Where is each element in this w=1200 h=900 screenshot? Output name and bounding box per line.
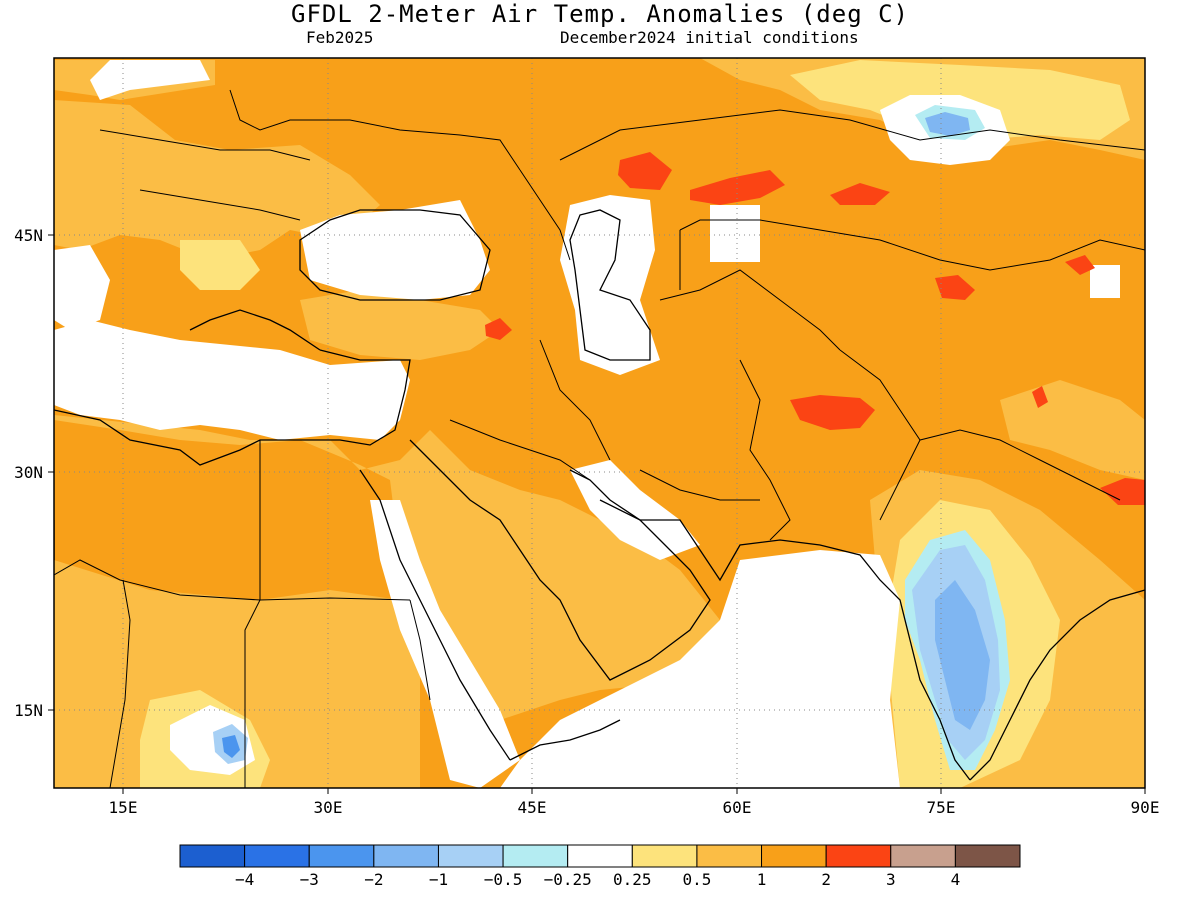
colorbar-swatch: [179, 844, 246, 868]
anomaly-region-siberia-cool: [925, 112, 970, 136]
colorbar-swatch: [631, 844, 698, 868]
colorbar-label: −3: [300, 870, 319, 889]
anomaly-hotspot-kazakhstan-east: [830, 183, 890, 205]
colorbar-swatch: [761, 844, 827, 868]
colorbar-label: 3: [886, 870, 896, 889]
colorbar-label: 4: [951, 870, 961, 889]
anomaly-region-turkey: [300, 290, 500, 360]
colorbar-swatch: [502, 844, 569, 868]
anomaly-fill-layer: [54, 58, 1145, 788]
colorbar-label: −0.5: [484, 870, 523, 889]
map-frame: [53, 57, 1146, 789]
colorbar-swatch: [890, 844, 956, 868]
lon-tick-15e: 15E: [109, 798, 138, 817]
anomaly-hotspot-kazakhstan-central: [690, 170, 785, 205]
anomaly-region-mediterranean-neutral: [54, 320, 410, 440]
anomaly-region-black-sea-neutral: [300, 200, 490, 300]
anomaly-region-red-sea-neutral: [370, 500, 520, 788]
colorbar-label: −1: [429, 870, 448, 889]
colorbar-label: −2: [364, 870, 383, 889]
anomaly-hotspot-afghanistan: [790, 395, 875, 430]
colorbar-swatch: [567, 844, 633, 868]
colorbar-label: 0.25: [613, 870, 652, 889]
lon-tick-75e: 75E: [927, 798, 956, 817]
colorbar-swatch: [825, 844, 892, 868]
colorbar-swatch: [308, 844, 375, 868]
anomaly-region-gulf-neutral: [570, 460, 700, 560]
colorbar-label: 0.5: [682, 870, 711, 889]
colorbar-label: 1: [757, 870, 767, 889]
colorbar-label: 2: [821, 870, 831, 889]
anomaly-region-arabian-sea-neutral: [500, 550, 900, 788]
lon-tick-30e: 30E: [314, 798, 343, 817]
colorbar-swatch: [244, 844, 310, 868]
lat-lon-grid: [54, 58, 1145, 788]
anomaly-hotspot-tibet-east: [1100, 478, 1145, 505]
anomaly-region-north-neutral: [90, 60, 210, 100]
anomaly-region-balkans-pale: [180, 240, 260, 290]
anomaly-region-india-cool-strong: [935, 580, 990, 730]
anomaly-hotspot-turkey: [485, 318, 512, 340]
map-title: GFDL 2-Meter Air Temp. Anomalies (deg C): [291, 0, 909, 28]
coastlines: [54, 209, 1145, 781]
lat-tick-30n: 30N: [14, 463, 43, 482]
colorbar-swatch: [954, 844, 1021, 868]
colorbar-swatch: [373, 844, 439, 868]
country-borders: [54, 89, 1145, 788]
valid-month-label: Feb2025: [306, 28, 374, 47]
anomaly-hotspot-kyrgyzstan: [935, 275, 975, 300]
anomaly-region-caspian-neutral: [560, 195, 660, 375]
anomaly-region-africa-cool: [222, 735, 240, 758]
lat-tick-15n: 15N: [14, 701, 43, 720]
anomaly-region-balkans-neutral: [54, 245, 110, 330]
anomaly-region-tibet: [1000, 380, 1145, 480]
lon-tick-45e: 45E: [518, 798, 547, 817]
anomaly-hotspot-tibet-west: [1032, 386, 1048, 408]
anomaly-hotspot-xinjiang: [1065, 255, 1095, 275]
anomaly-region-north-africa: [54, 415, 720, 720]
axis-ticks: [48, 234, 1146, 794]
anomaly-region-kazakh-neutral: [710, 205, 760, 262]
lon-tick-60e: 60E: [723, 798, 752, 817]
colorbar-label: −0.25: [544, 870, 592, 889]
colorbar-label: −4: [235, 870, 254, 889]
colorbar-swatch: [437, 844, 504, 868]
init-conditions-label: December2024 initial conditions: [560, 28, 859, 47]
colorbar: −4 −3 −2 −1 −0.5 −0.25 0.25 0.5 1 2 3 4: [179, 844, 1021, 889]
lon-tick-90e: 90E: [1131, 798, 1160, 817]
lat-tick-45n: 45N: [14, 226, 43, 245]
anomaly-region-tibet-neutral: [1090, 265, 1120, 298]
anomaly-hotspot-kazakhstan-west: [618, 152, 672, 190]
colorbar-swatch: [696, 844, 763, 868]
